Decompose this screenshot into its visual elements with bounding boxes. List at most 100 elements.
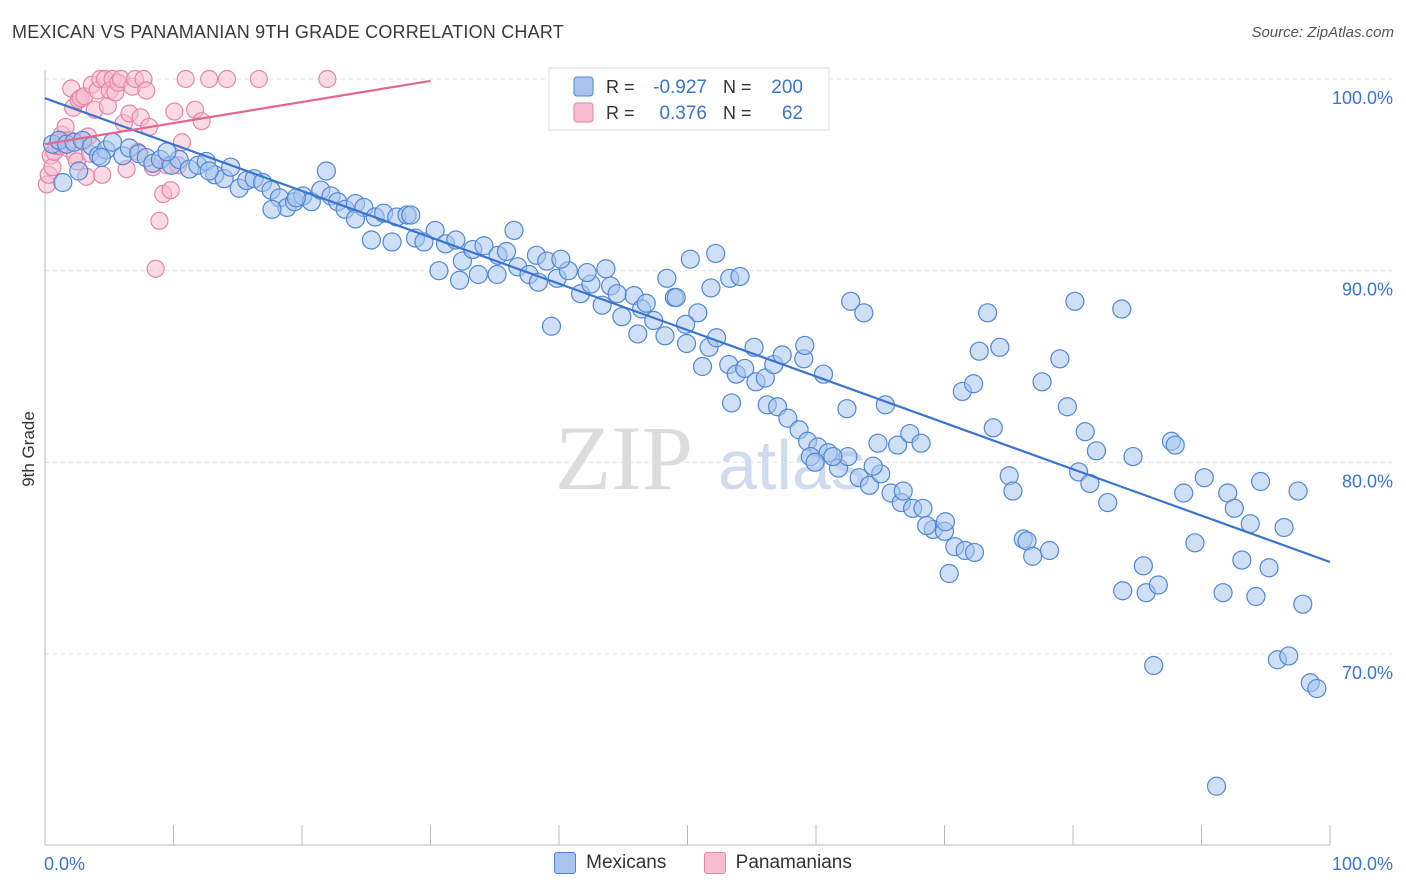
mexicans-point [1032, 372, 1052, 392]
mexicans-point [964, 542, 985, 563]
panamanians-point [93, 165, 112, 184]
mexicans-point [1206, 776, 1227, 796]
source-label: Source: ZipAtlas.com [1251, 24, 1394, 41]
mexicans-point [1112, 299, 1132, 319]
mexicans-point [978, 303, 998, 323]
mexicans-point [735, 358, 755, 379]
mexicans-point [805, 452, 825, 472]
mexicans-point [913, 498, 933, 518]
mexicans-point [841, 291, 861, 311]
mexicans-point [1288, 481, 1308, 501]
mexicans-point [496, 241, 517, 262]
mexicans-point [1259, 558, 1279, 578]
mexicans-point [680, 249, 700, 269]
mexicans-point [1174, 483, 1194, 503]
legend-swatch-panamanians [703, 852, 726, 874]
stats-n-value-mexicans: 200 [771, 77, 803, 98]
mexicans-point [969, 341, 989, 361]
stats-r-value-mexicans: -0.927 [653, 77, 707, 98]
mexicans-point [1003, 481, 1023, 501]
mexicans-point [1086, 441, 1107, 461]
mexicans-point [859, 475, 880, 495]
mexicans-point [1246, 586, 1266, 607]
panamanians-point [146, 259, 165, 278]
mexicans-point [1279, 646, 1299, 666]
mexicans-point [541, 316, 562, 336]
mexicans-point [823, 446, 843, 467]
mexicans-point [1113, 581, 1133, 601]
y-tick-label: 70.0% [1342, 663, 1393, 683]
stats-legend-box: R = -0.927 N = 200 R = 0.376 N = 62 [548, 67, 830, 131]
axes [44, 70, 1331, 846]
panamanians-point [137, 81, 156, 100]
x-tick-label-max: 100.0% [1332, 854, 1393, 874]
legend-item-panamanians[interactable]: Panamanians [703, 852, 852, 874]
mexicans-point [863, 456, 883, 476]
y-tick-label: 90.0% [1342, 280, 1393, 300]
mexicans-point [636, 293, 656, 313]
mexicans-point [655, 326, 675, 346]
mexicans-point [382, 232, 402, 252]
mexicans-point [1185, 533, 1205, 553]
mexicans-point [361, 230, 382, 250]
mexicans-point [1165, 435, 1185, 455]
y-axis-label: 9th Grade [19, 411, 38, 487]
mexicans-point [983, 418, 1003, 438]
panamanians-point [217, 69, 237, 89]
legend-swatch-mexicans [554, 852, 577, 874]
legend-item-mexicans[interactable]: Mexicans [554, 852, 666, 874]
mexicans-point [730, 266, 750, 287]
mexicans-point [1144, 655, 1164, 676]
panamanians-point [161, 181, 180, 200]
mexicans-points [42, 130, 1327, 796]
trend-line-mexicans [44, 97, 1331, 564]
mexicans-point [401, 205, 421, 225]
mexicans-point [917, 515, 937, 536]
mexicans-point [701, 278, 721, 298]
mexicans-point [837, 399, 857, 419]
mexicans-point [468, 264, 488, 285]
x-tick-label-min: 0.0% [44, 854, 85, 874]
panamanians-point [165, 102, 184, 121]
stats-legend-swatch-mexicans [573, 76, 594, 97]
stats-n-label: N = [723, 103, 752, 123]
stats-n-value-panamanians: 62 [782, 103, 803, 124]
mexicans-point [963, 374, 984, 394]
mexicans-point [1274, 517, 1294, 538]
y-tick-label: 80.0% [1342, 471, 1393, 491]
y-tick-label: 100.0% [1332, 88, 1393, 108]
legend-label-panamanians: Panamanians [735, 852, 852, 873]
mexicans-point [706, 243, 726, 264]
stats-n-label: N = [723, 77, 752, 97]
mexicans-point [893, 481, 913, 501]
mexicans-point [990, 337, 1010, 357]
mexicans-point [449, 270, 470, 290]
mexicans-point [688, 303, 708, 323]
mexicans-point [607, 284, 627, 304]
panamanians-point [43, 158, 62, 177]
mexicans-point [1065, 291, 1085, 311]
chart-title: MEXICAN VS PANAMANIAN 9TH GRADE CORRELAT… [12, 22, 564, 42]
panamanians-point [200, 69, 219, 89]
mexicans-point [551, 249, 571, 269]
mexicans-point [935, 512, 956, 532]
mexicans-point [657, 268, 677, 288]
mexicans-point [91, 147, 111, 168]
stats-r-label: R = [606, 103, 635, 123]
bottom-legend: Mexicans Panamanians [0, 852, 1406, 880]
mexicans-point [721, 393, 742, 413]
mexicans-point [1050, 349, 1070, 369]
panamanians-point [150, 211, 169, 230]
panamanians-point [318, 69, 337, 89]
mexicans-point [1224, 498, 1244, 518]
watermark-zip: ZIP [555, 407, 693, 509]
mexicans-point [1075, 422, 1095, 442]
panamanians-point [176, 69, 195, 89]
mexicans-point [868, 433, 888, 453]
mexicans-point [1023, 546, 1043, 566]
gridlines [45, 78, 1392, 655]
mexicans-point [596, 259, 616, 279]
mexicans-point [939, 563, 959, 584]
stats-legend-swatch-panamanians [573, 102, 594, 123]
mexicans-point [1123, 446, 1143, 467]
